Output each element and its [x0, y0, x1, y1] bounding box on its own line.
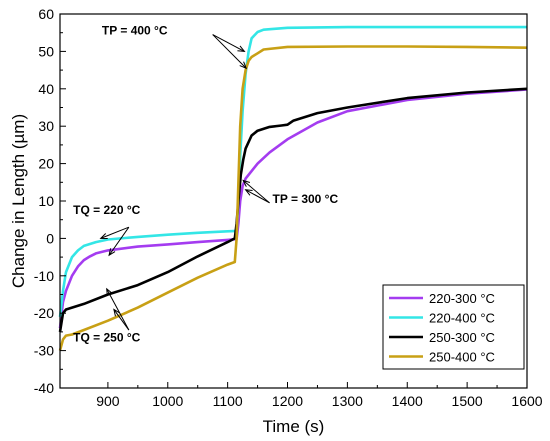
x-tick-label: 1600 [511, 393, 542, 409]
annotation-label-4: TQ = 250 °C [73, 330, 140, 344]
legend-entry-3: 250-300 °C [429, 330, 495, 345]
annotation-label-1: TP = 400 °C [102, 24, 168, 38]
x-tick-label: 1300 [332, 393, 363, 409]
legend-entry-2: 220-400 °C [429, 311, 495, 326]
legend-entry-4: 250-400 °C [429, 350, 495, 365]
series-line-4 [58, 45, 528, 351]
series-line-3 [58, 87, 528, 333]
y-tick-label: 60 [38, 6, 54, 22]
x-tick-label: 900 [96, 393, 120, 409]
y-tick-label: 50 [38, 43, 54, 59]
annotation-arrows [99, 34, 270, 331]
annotation-arrow [106, 288, 130, 331]
annotation-arrow [113, 309, 130, 331]
x-tick-label: 1000 [152, 393, 183, 409]
annotation-arrow [212, 34, 247, 69]
y-tick-label: 40 [38, 81, 54, 97]
annotation-arrow [242, 180, 270, 204]
legend-entry-1: 220-300 °C [429, 291, 495, 306]
x-tick-label: 1200 [272, 393, 303, 409]
annotation-arrowhead [242, 179, 251, 187]
annotation-texts: TP = 400 °C TP = 300 °C TQ = 220 °C TQ = 25… [73, 24, 338, 345]
x-tick-label: 1400 [392, 393, 423, 409]
annotation-label-2: TP = 300 °C [273, 192, 339, 206]
y-tick-label: -10 [34, 268, 54, 284]
y-tick-label: -20 [34, 305, 54, 321]
legend: 220-300 °C 220-400 °C 250-300 °C 250-400 °C [382, 284, 525, 370]
annotation-arrow [245, 189, 270, 204]
series-line-2 [58, 25, 527, 318]
annotation-arrowhead [239, 61, 248, 70]
y-tick-label: -40 [34, 380, 54, 396]
annotation-arrowhead [244, 189, 253, 196]
axis-ticks: 900 1000 1100 1200 1300 1400 1500 1600 -40 -30 -20… [34, 6, 543, 409]
x-tick-label: 1500 [452, 393, 483, 409]
annotation-arrowhead [237, 45, 246, 53]
annotation-arrowhead [108, 248, 116, 257]
annotation-arrowhead [113, 308, 121, 317]
x-tick-label: 1100 [213, 393, 243, 409]
annotation-arrow [108, 226, 130, 256]
y-axis-label: Change in Length (µm) [9, 114, 28, 288]
annotation-arrowhead [106, 287, 113, 296]
annotation-label-3: TQ = 220 °C [73, 203, 140, 217]
annotation-arrow [100, 226, 130, 239]
y-tick-label: -30 [34, 343, 54, 359]
annotation-arrow [212, 34, 245, 52]
annotation-arrowhead [99, 233, 108, 240]
x-axis-label: Time (s) [263, 417, 325, 436]
y-tick-label: 20 [38, 156, 54, 172]
plot-lines [58, 25, 528, 351]
y-tick-label: 0 [46, 230, 54, 246]
y-tick-label: 10 [38, 193, 54, 209]
y-tick-label: 30 [38, 118, 54, 134]
